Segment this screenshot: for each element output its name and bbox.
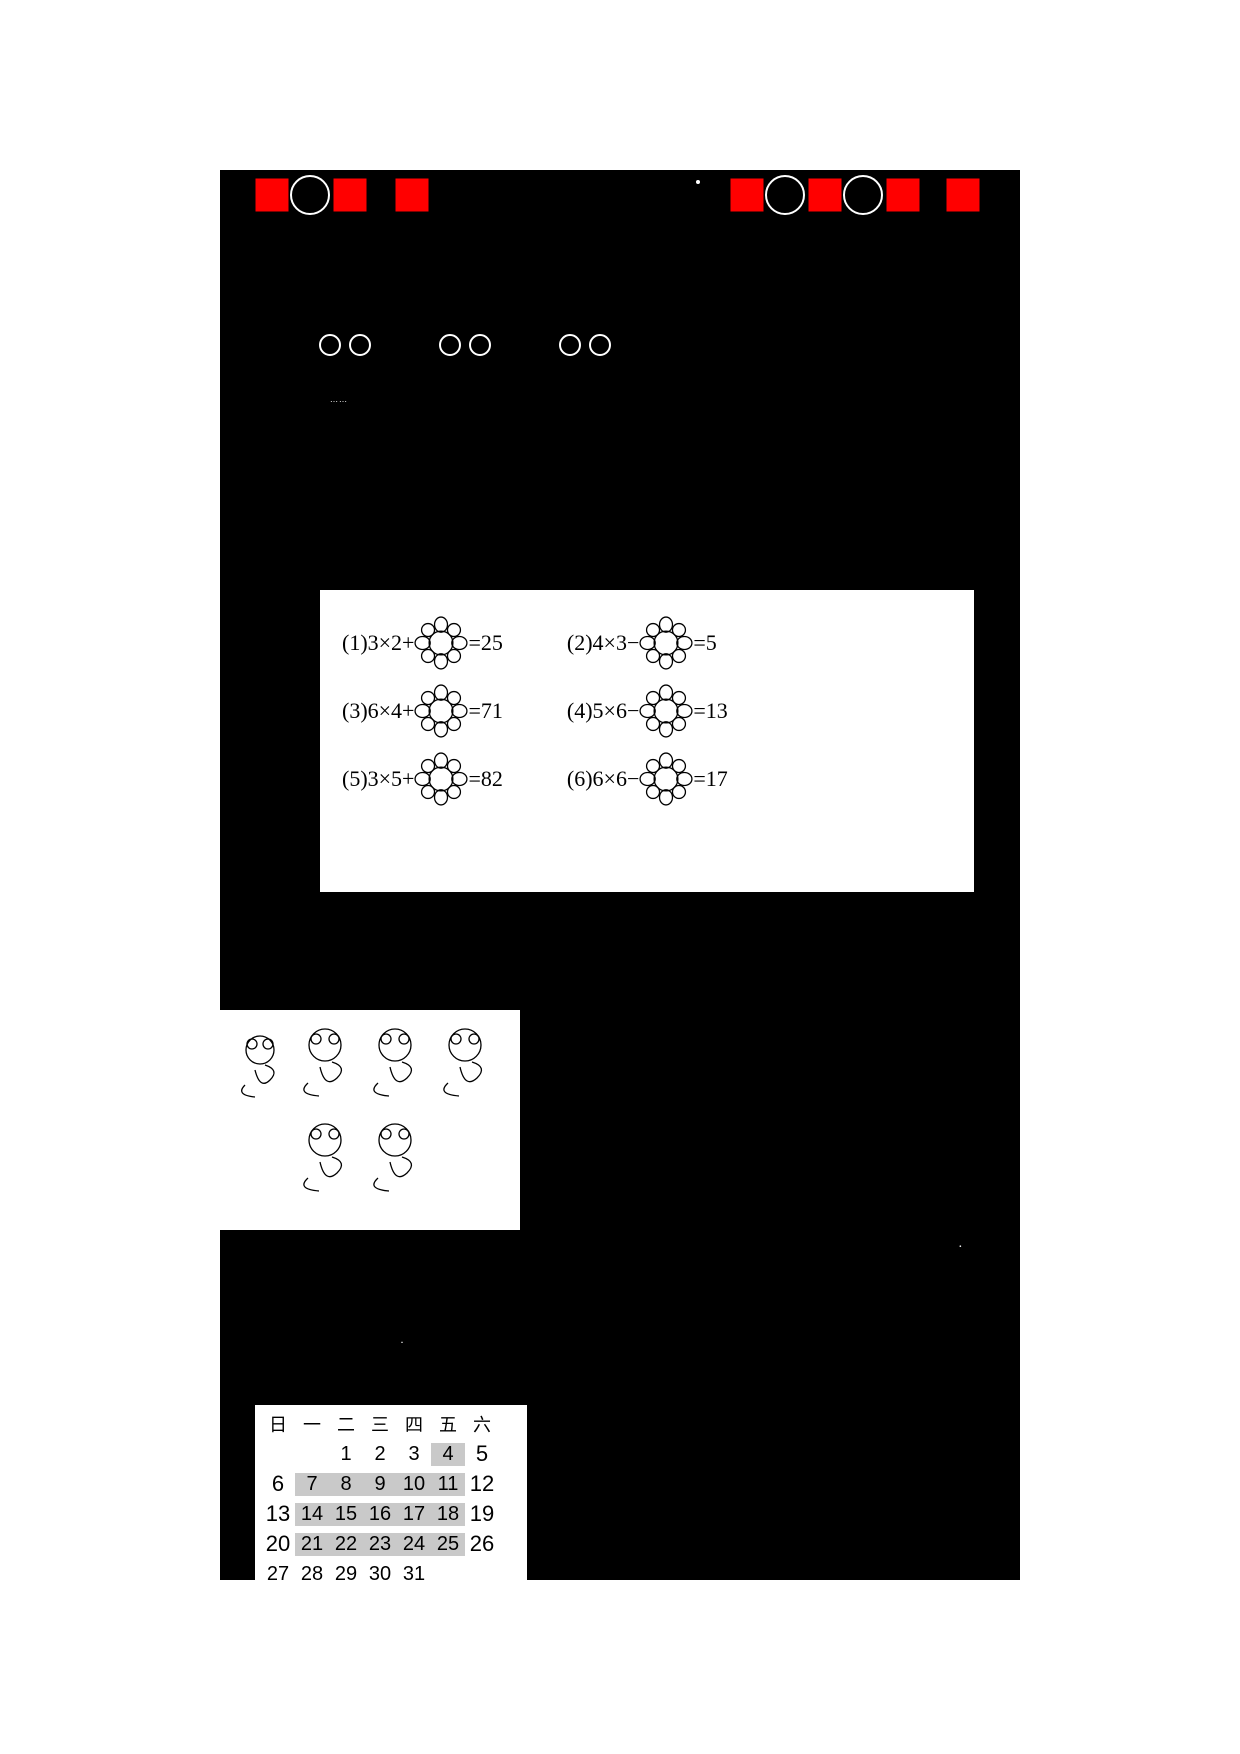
flower-icon bbox=[414, 616, 468, 670]
calendar-cell: 18 bbox=[431, 1503, 465, 1526]
calendar-cell: 2 bbox=[363, 1443, 397, 1466]
equations-box: (1)3×2+ =25 ( bbox=[320, 590, 974, 892]
calendar-header-cell: 六 bbox=[465, 1411, 499, 1437]
calendar-cell: 20 bbox=[261, 1531, 295, 1557]
equation-2: (2)4×3− =5 bbox=[567, 616, 717, 670]
calendar-box: 日一二三四五六123456789101112131415161718192021… bbox=[255, 1405, 527, 1605]
eq-text: =17 bbox=[693, 766, 727, 792]
eq-text: (4)5×6− bbox=[567, 698, 639, 724]
calendar-cell: 16 bbox=[363, 1503, 397, 1526]
calendar-cell: 9 bbox=[363, 1473, 397, 1496]
calendar-header-cell: 三 bbox=[363, 1411, 397, 1437]
calendar-cell: 5 bbox=[465, 1441, 499, 1467]
equation-row-1: (1)3×2+ =25 ( bbox=[342, 616, 952, 670]
eq-text: =82 bbox=[468, 766, 502, 792]
equation-row-3: (5)3×5+ =82 (6)6×6− bbox=[342, 752, 952, 806]
decorative-dot: · bbox=[400, 1335, 404, 1350]
main-black-region bbox=[220, 220, 1020, 1580]
decorative-dot: · bbox=[958, 1240, 963, 1256]
eq-text: (2)4×3− bbox=[567, 630, 639, 656]
calendar-cell: 23 bbox=[363, 1533, 397, 1556]
equation-6: (6)6×6− =17 bbox=[567, 752, 728, 806]
eq-text: =25 bbox=[468, 630, 502, 656]
calendar-cell: 21 bbox=[295, 1533, 329, 1556]
calendar-cell: 15 bbox=[329, 1503, 363, 1526]
equation-1: (1)3×2+ =25 bbox=[342, 616, 503, 670]
flower-icon bbox=[639, 752, 693, 806]
calendar-cell: 7 bbox=[295, 1473, 329, 1496]
calendar-cell: 27 bbox=[261, 1563, 295, 1586]
calendar-cell: 29 bbox=[329, 1563, 363, 1586]
monkeys-box bbox=[220, 1010, 520, 1230]
calendar-cell: 6 bbox=[261, 1471, 295, 1497]
monkeys-icon bbox=[230, 1020, 490, 1200]
eq-text: (3)6×4+ bbox=[342, 698, 414, 724]
eq-text: =13 bbox=[693, 698, 727, 724]
calendar-header-cell: 四 bbox=[397, 1411, 431, 1437]
calendar-header-cell: 一 bbox=[295, 1411, 329, 1437]
equation-5: (5)3×5+ =82 bbox=[342, 752, 503, 806]
calendar-grid: 日一二三四五六123456789101112131415161718192021… bbox=[261, 1409, 521, 1589]
calendar-cell: 25 bbox=[431, 1533, 465, 1556]
calendar-cell: 17 bbox=[397, 1503, 431, 1526]
calendar-cell: 31 bbox=[397, 1563, 431, 1586]
top-left-shapes bbox=[255, 172, 435, 218]
calendar-cell: 13 bbox=[261, 1501, 295, 1527]
equation-3: (3)6×4+ =71 bbox=[342, 684, 503, 738]
calendar-cell: 26 bbox=[465, 1531, 499, 1557]
equation-4: (4)5×6− =13 bbox=[567, 684, 728, 738]
calendar-header-cell: 二 bbox=[329, 1411, 363, 1437]
eq-text: =5 bbox=[693, 630, 716, 656]
calendar-cell: 3 bbox=[397, 1443, 431, 1466]
flower-icon bbox=[414, 752, 468, 806]
tiny-text: …… bbox=[330, 395, 348, 404]
eyes-row bbox=[315, 325, 645, 365]
calendar-cell: 30 bbox=[363, 1563, 397, 1586]
eq-text: (1)3×2+ bbox=[342, 630, 414, 656]
flower-icon bbox=[639, 616, 693, 670]
eq-text: (6)6×6− bbox=[567, 766, 639, 792]
top-right-shapes bbox=[690, 172, 980, 218]
calendar-cell: 4 bbox=[431, 1443, 465, 1466]
calendar-cell: 22 bbox=[329, 1533, 363, 1556]
calendar-header-cell: 五 bbox=[431, 1411, 465, 1437]
calendar-cell: 24 bbox=[397, 1533, 431, 1556]
calendar-cell: 8 bbox=[329, 1473, 363, 1496]
calendar-cell: 28 bbox=[295, 1563, 329, 1586]
calendar-cell: 11 bbox=[431, 1473, 465, 1496]
page: …… (1)3×2+ bbox=[0, 0, 1240, 1754]
calendar-cell: 19 bbox=[465, 1501, 499, 1527]
calendar-cell: 10 bbox=[397, 1473, 431, 1496]
calendar-cell: 1 bbox=[329, 1443, 363, 1466]
calendar-header-cell: 日 bbox=[261, 1411, 295, 1437]
equation-row-2: (3)6×4+ =71 (4)5×6− bbox=[342, 684, 952, 738]
calendar-cell: 14 bbox=[295, 1503, 329, 1526]
flower-icon bbox=[639, 684, 693, 738]
calendar-cell: 12 bbox=[465, 1471, 499, 1497]
eq-text: (5)3×5+ bbox=[342, 766, 414, 792]
flower-icon bbox=[414, 684, 468, 738]
eq-text: =71 bbox=[468, 698, 502, 724]
